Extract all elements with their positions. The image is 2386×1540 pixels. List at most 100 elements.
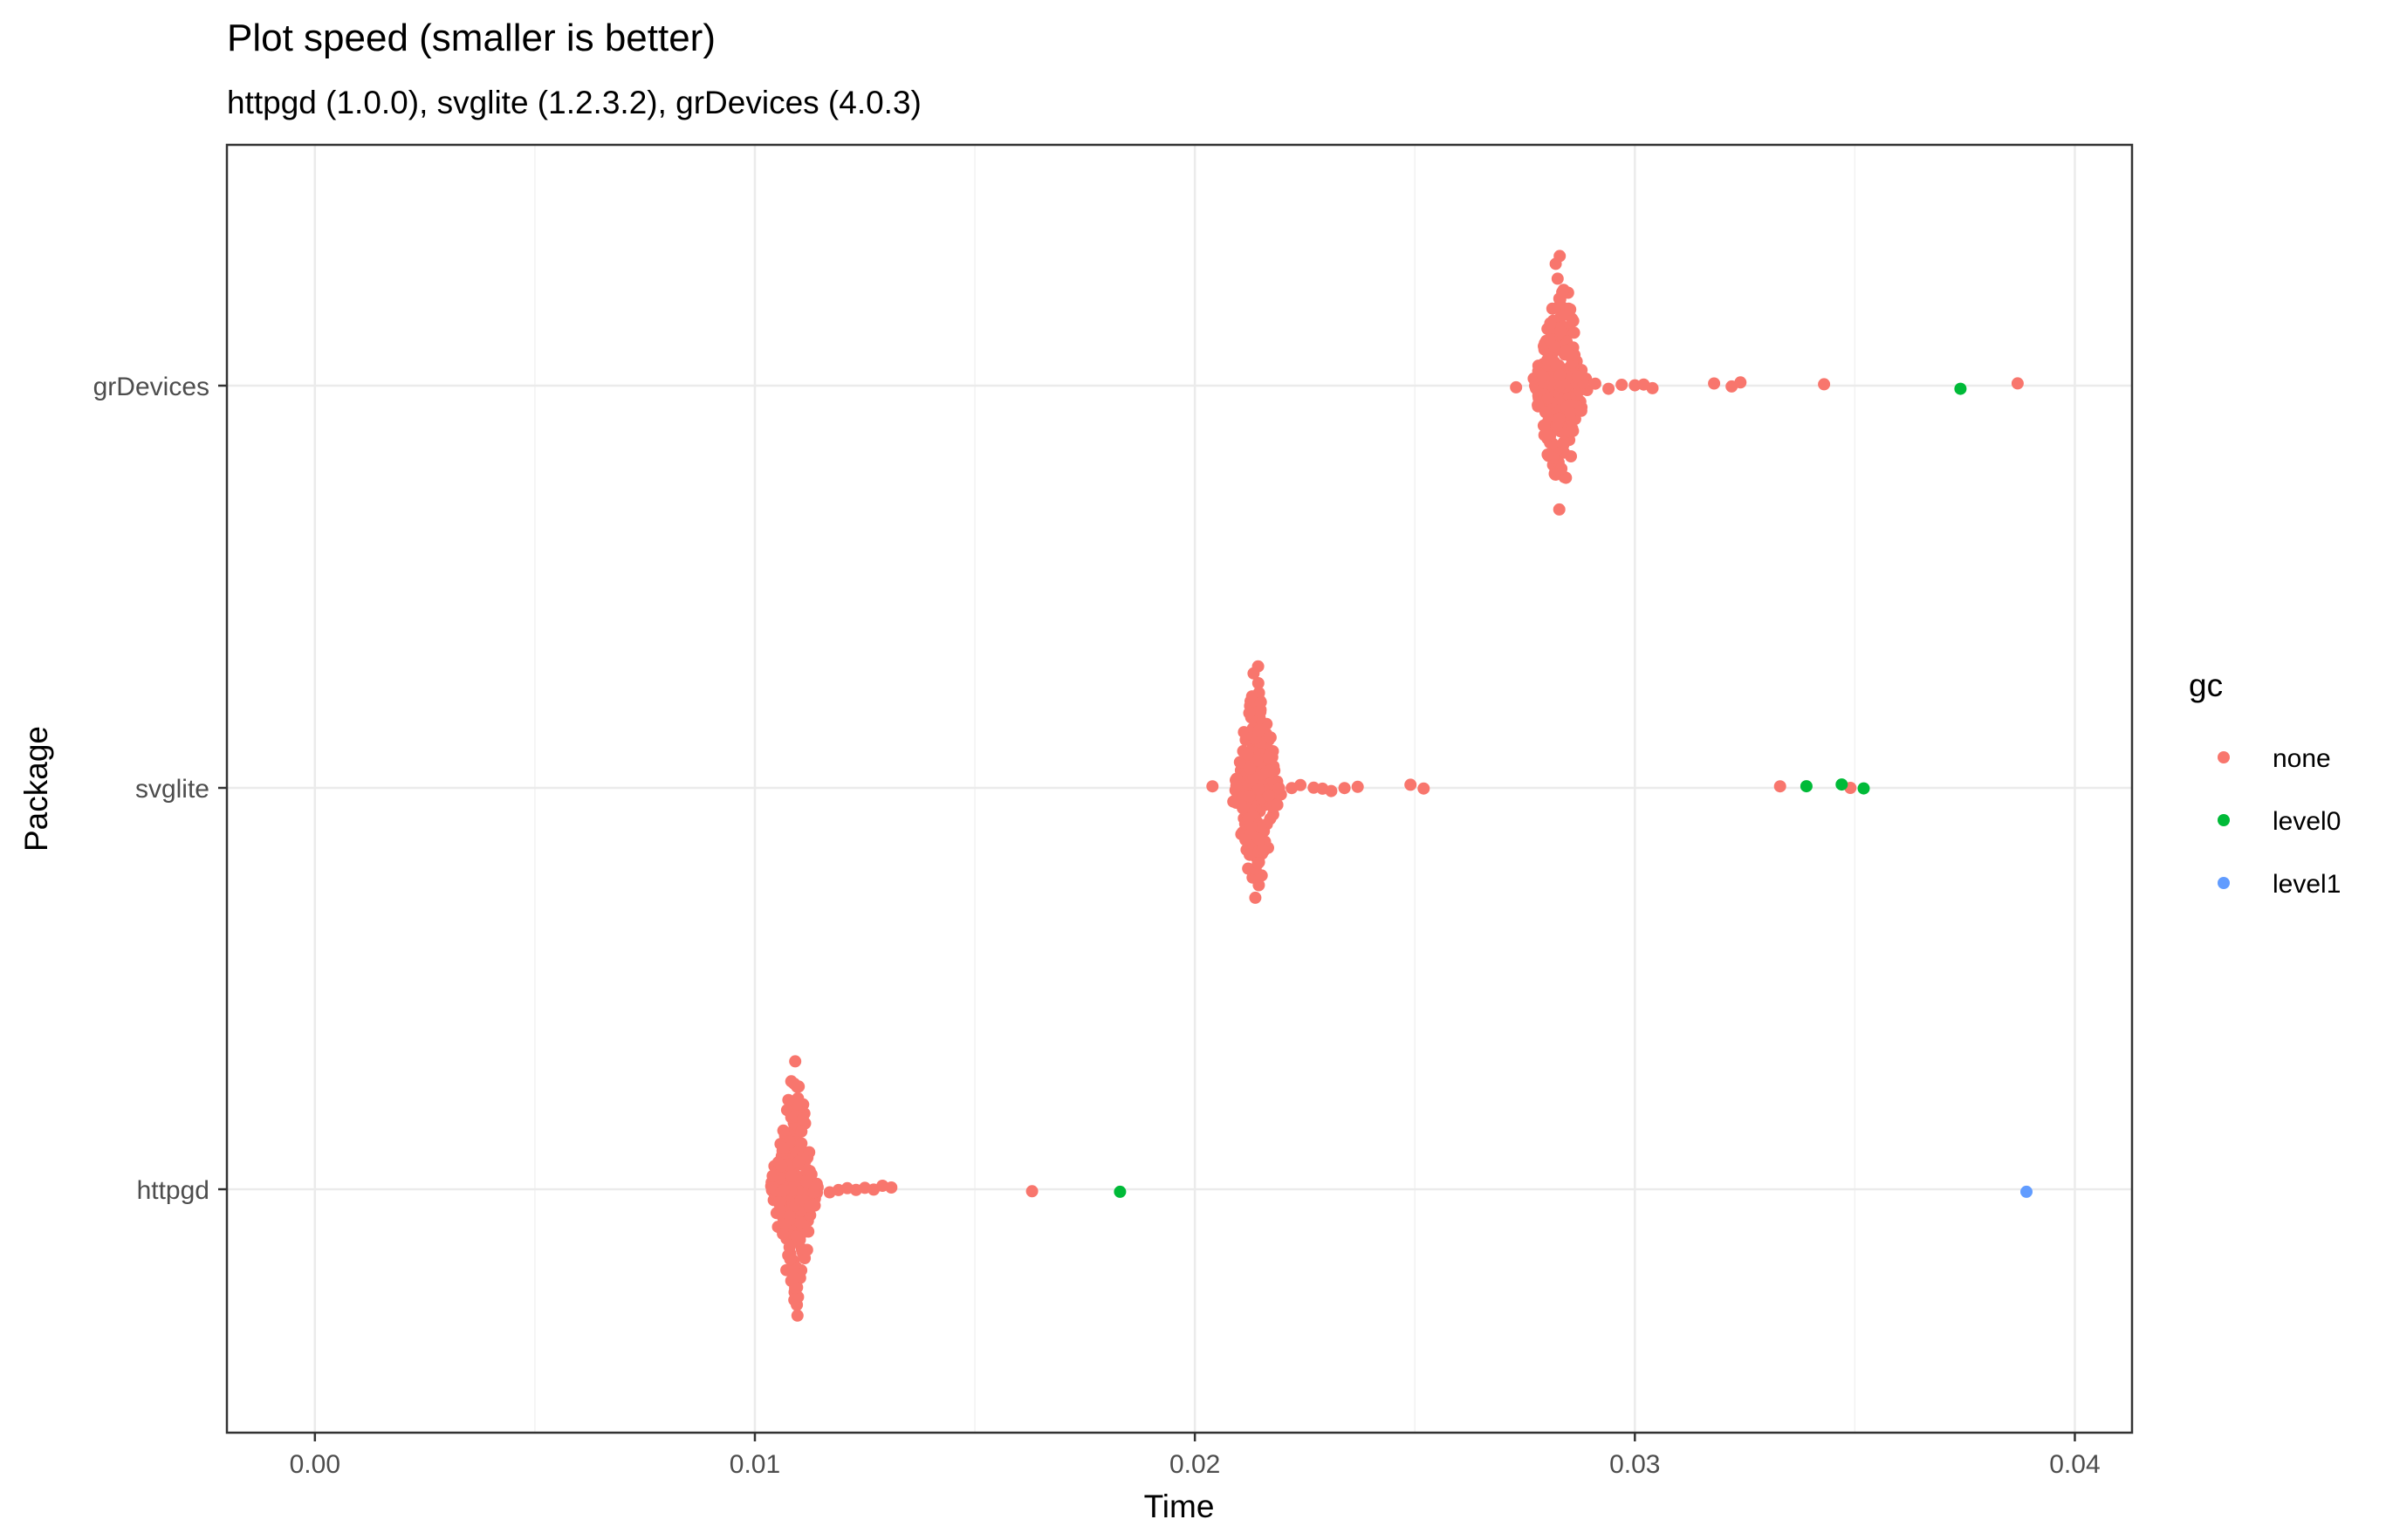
legend-key-none [2218, 751, 2230, 763]
data-point-none [1588, 377, 1601, 390]
data-point-none [1543, 429, 1556, 442]
data-point-none [1532, 399, 1545, 412]
x-axis-title: Time [1144, 1489, 1215, 1524]
data-point-none [1247, 771, 1260, 784]
axes: 0.00 0.01 0.02 0.03 0.04 grDevices svglite http… [93, 373, 2101, 1479]
data-point-none [1557, 439, 1570, 451]
data-point-none [1543, 332, 1556, 346]
data-point-none [1251, 754, 1264, 767]
data-point-none [1251, 857, 1265, 870]
data-point-none [791, 1309, 804, 1322]
data-point-none [1602, 382, 1615, 395]
data-point-none [1553, 503, 1566, 516]
data-point-none [1271, 798, 1284, 811]
data-point-none [1233, 756, 1246, 769]
data-point-none [778, 1184, 791, 1197]
data-point-none [1260, 765, 1272, 778]
data-point-none [1242, 812, 1255, 825]
y-axis-title: Package [18, 726, 54, 852]
data-point-none [1251, 677, 1265, 689]
data-point-none [1628, 379, 1642, 392]
data-point-none [1244, 762, 1257, 775]
data-point-none [1567, 424, 1580, 437]
data-point-none [1256, 844, 1269, 857]
data-point-none [792, 1155, 806, 1168]
data-point-level1 [2020, 1185, 2033, 1198]
data-point-none [1554, 325, 1567, 338]
data-point-none [1551, 272, 1564, 285]
legend-label-none: none [2273, 744, 2331, 773]
data-point-none [2011, 377, 2024, 390]
legend-label-level0: level0 [2273, 807, 2341, 836]
data-point-none [1249, 891, 1262, 904]
data-point-none [1541, 392, 1554, 405]
data-point-none [885, 1181, 898, 1194]
data-point-none [1553, 369, 1567, 382]
data-point-none [800, 1175, 813, 1188]
data-point-none [800, 1243, 813, 1256]
data-point-none [1734, 376, 1747, 389]
data-point-none [1206, 780, 1219, 793]
legend-title: gc [2189, 667, 2223, 703]
data-point-none [777, 1228, 790, 1240]
data-point-none [789, 1055, 802, 1068]
data-point-none [784, 1239, 797, 1252]
data-point-none [1553, 292, 1567, 305]
data-point-none [1539, 406, 1552, 419]
data-point-level0 [1800, 780, 1813, 793]
legend: gc none level0 level1 [2189, 667, 2341, 899]
grid [227, 145, 2132, 1433]
data-point-level0 [1835, 778, 1848, 791]
data-point-none [1773, 780, 1786, 793]
data-point-none [796, 1112, 809, 1126]
data-point-none [775, 1160, 788, 1173]
data-point-none [1237, 802, 1250, 815]
data-point-none [787, 1271, 800, 1284]
data-point-none [1553, 250, 1567, 263]
data-point-none [1338, 782, 1351, 795]
data-point-none [1264, 731, 1277, 744]
data-point-none [1243, 790, 1256, 803]
data-point-level0 [1114, 1185, 1127, 1198]
data-point-none [1230, 779, 1243, 792]
data-point-none [1247, 667, 1260, 680]
data-point-none [1262, 751, 1275, 764]
data-point-none [1564, 303, 1577, 316]
data-point-none [782, 1093, 795, 1106]
data-point-none [1537, 370, 1550, 383]
data-point-none [790, 1230, 803, 1242]
legend-key-level1 [2218, 877, 2230, 889]
x-tick-label: 0.04 [2049, 1450, 2100, 1479]
y-tick-label: svglite [135, 775, 209, 804]
data-point-none [1025, 1185, 1039, 1198]
data-point-none [1818, 378, 1831, 391]
data-point-none [1252, 783, 1265, 796]
data-point-none [1227, 795, 1240, 808]
data-point-none [1560, 344, 1573, 357]
data-point-none [1510, 380, 1523, 394]
data-point-level0 [1954, 382, 1967, 395]
data-point-none [1564, 407, 1577, 420]
data-point-none [795, 1137, 808, 1150]
data-point-none [1404, 778, 1417, 791]
data-point-none [1574, 404, 1587, 417]
data-point-level0 [1857, 782, 1870, 795]
data-point-none [766, 1169, 779, 1182]
data-point-none [1548, 468, 1561, 480]
data-point-none [772, 1196, 785, 1209]
data-point-none [784, 1253, 797, 1266]
y-tick-label: httpgd [137, 1176, 209, 1205]
y-tick-label: grDevices [93, 373, 209, 401]
data-point-none [1541, 353, 1553, 366]
data-point-none [788, 1293, 801, 1306]
data-point-none [1646, 381, 1659, 394]
legend-label-level1: level1 [2273, 870, 2341, 899]
data-point-none [1243, 707, 1256, 720]
data-point-none [1541, 448, 1554, 461]
x-tick-label: 0.03 [1609, 1450, 1660, 1479]
data-point-none [1553, 412, 1566, 425]
data-point-none [785, 1169, 799, 1182]
data-point-none [791, 1080, 804, 1093]
data-point-none [1550, 359, 1563, 373]
data-point-none [1245, 690, 1258, 703]
